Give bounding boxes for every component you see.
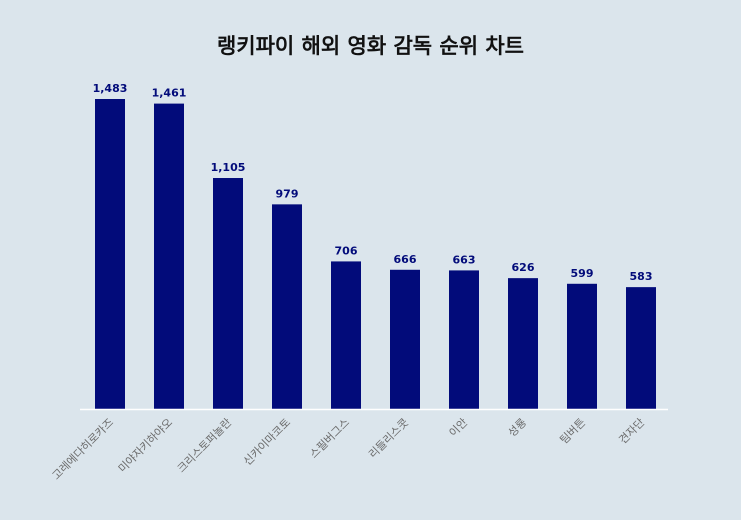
x-tick-label: 성룡 (506, 416, 530, 440)
chart-title: 랭키파이 해외 영화 감독 순위 차트 (216, 34, 525, 58)
x-tick-label: 견자단 (616, 416, 647, 447)
bar (95, 99, 125, 409)
x-tick-label: 팀버튼 (557, 416, 588, 447)
x-tick-label: 미야자키하야오 (115, 415, 175, 475)
x-tick-label: 크리스토퍼놀란 (175, 416, 234, 475)
bar (390, 269, 420, 409)
x-tick-label: 스필버그스 (307, 416, 352, 461)
value-label: 666 (394, 253, 417, 266)
x-tick-label: 이안 (447, 416, 471, 440)
value-label: 979 (276, 187, 299, 200)
value-label: 626 (512, 261, 535, 274)
value-label: 706 (335, 244, 358, 257)
value-label: 663 (453, 253, 476, 266)
bar (213, 178, 243, 409)
value-label: 1,483 (93, 82, 128, 95)
bar (449, 270, 479, 409)
x-tick-label: 신카이마코토 (241, 416, 293, 468)
bar (331, 261, 361, 409)
value-label: 1,461 (152, 87, 187, 100)
value-label: 599 (571, 267, 594, 280)
x-tick-label: 리들리스콧 (366, 416, 411, 461)
value-label: 1,105 (211, 161, 246, 174)
bar (567, 283, 597, 409)
value-label: 583 (630, 270, 653, 283)
bar (272, 204, 302, 409)
bar (508, 278, 538, 409)
bar (154, 103, 184, 409)
x-tick-label: 고레에다히로카즈 (49, 415, 116, 482)
bar (626, 287, 656, 409)
